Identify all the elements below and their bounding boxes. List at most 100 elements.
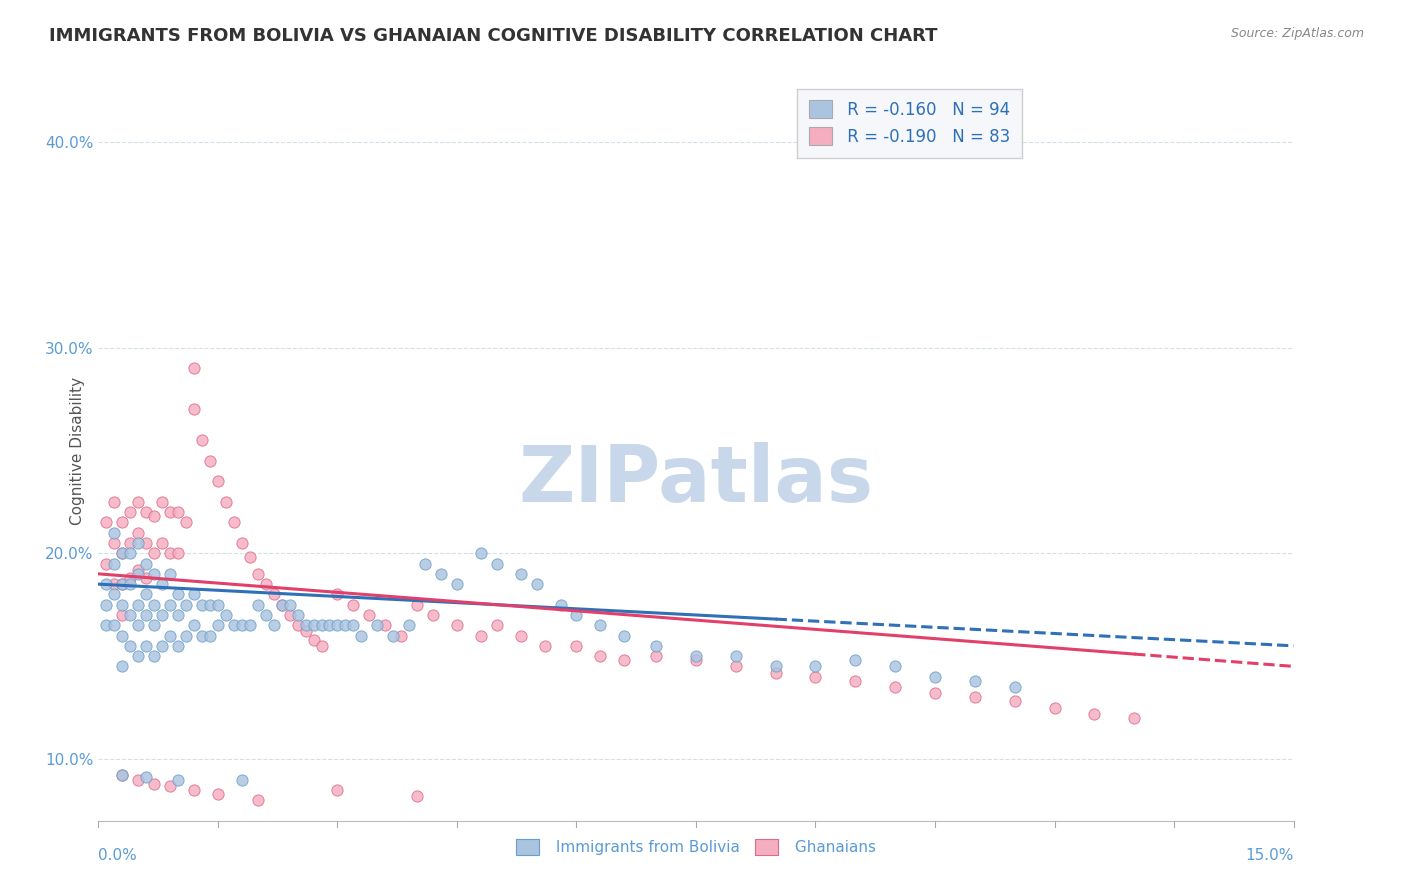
Point — [685, 649, 707, 664]
Point — [183, 782, 205, 797]
Point — [159, 505, 181, 519]
Point — [326, 587, 349, 601]
Point — [294, 618, 316, 632]
Point — [111, 607, 134, 622]
Point — [844, 653, 866, 667]
Point — [135, 505, 157, 519]
Point — [183, 402, 205, 417]
Point — [191, 598, 214, 612]
Point — [1043, 700, 1066, 714]
Point — [239, 618, 262, 632]
Point — [765, 659, 787, 673]
Point — [135, 607, 157, 622]
Point — [1004, 680, 1026, 694]
Point — [446, 577, 468, 591]
Point — [167, 587, 190, 601]
Point — [143, 509, 166, 524]
Point — [120, 571, 142, 585]
Point — [335, 618, 357, 632]
Point — [159, 546, 181, 560]
Point — [884, 659, 907, 673]
Point — [143, 546, 166, 560]
Point — [191, 628, 214, 642]
Point — [183, 361, 205, 376]
Point — [120, 607, 142, 622]
Point — [96, 557, 118, 571]
Point — [111, 577, 134, 591]
Point — [191, 433, 214, 447]
Point — [804, 670, 827, 684]
Point — [183, 587, 205, 601]
Point — [231, 536, 253, 550]
Point — [342, 618, 364, 632]
Text: IMMIGRANTS FROM BOLIVIA VS GHANAIAN COGNITIVE DISABILITY CORRELATION CHART: IMMIGRANTS FROM BOLIVIA VS GHANAIAN COGN… — [49, 27, 938, 45]
Point — [1123, 711, 1146, 725]
Point — [724, 649, 747, 664]
Point — [302, 618, 325, 632]
Text: 0.0%: 0.0% — [98, 847, 138, 863]
Point — [111, 577, 134, 591]
Point — [963, 690, 986, 705]
Point — [645, 649, 668, 664]
Point — [406, 789, 429, 803]
Point — [589, 618, 612, 632]
Point — [198, 628, 221, 642]
Point — [287, 607, 309, 622]
Point — [765, 665, 787, 680]
Point — [1004, 694, 1026, 708]
Point — [174, 628, 197, 642]
Point — [359, 607, 381, 622]
Point — [159, 779, 181, 793]
Point — [127, 495, 149, 509]
Point — [270, 598, 292, 612]
Point — [183, 618, 205, 632]
Point — [326, 618, 349, 632]
Point — [231, 772, 253, 787]
Point — [127, 618, 149, 632]
Point — [143, 566, 166, 581]
Point — [111, 628, 134, 642]
Point — [263, 618, 285, 632]
Point — [127, 563, 149, 577]
Point — [318, 618, 340, 632]
Point — [167, 639, 190, 653]
Point — [111, 546, 134, 560]
Point — [103, 577, 125, 591]
Point — [150, 577, 173, 591]
Text: 15.0%: 15.0% — [1246, 847, 1294, 863]
Point — [120, 639, 142, 653]
Point — [111, 768, 134, 782]
Point — [311, 618, 333, 632]
Point — [120, 505, 142, 519]
Point — [350, 628, 373, 642]
Point — [294, 624, 316, 639]
Point — [382, 628, 405, 642]
Point — [143, 776, 166, 791]
Point — [167, 772, 190, 787]
Point — [287, 618, 309, 632]
Point — [366, 618, 388, 632]
Point — [804, 659, 827, 673]
Point — [526, 577, 548, 591]
Point — [246, 598, 269, 612]
Point — [174, 516, 197, 530]
Point — [924, 686, 946, 700]
Point — [159, 566, 181, 581]
Point — [278, 598, 301, 612]
Point — [127, 536, 149, 550]
Point — [406, 598, 429, 612]
Point — [222, 618, 245, 632]
Point — [485, 618, 508, 632]
Point — [246, 793, 269, 807]
Point — [198, 454, 221, 468]
Point — [143, 598, 166, 612]
Point — [207, 598, 229, 612]
Y-axis label: Cognitive Disability: Cognitive Disability — [69, 376, 84, 524]
Point — [150, 536, 173, 550]
Point — [127, 525, 149, 540]
Point — [884, 680, 907, 694]
Point — [844, 673, 866, 688]
Point — [422, 607, 444, 622]
Point — [509, 566, 531, 581]
Point — [963, 673, 986, 688]
